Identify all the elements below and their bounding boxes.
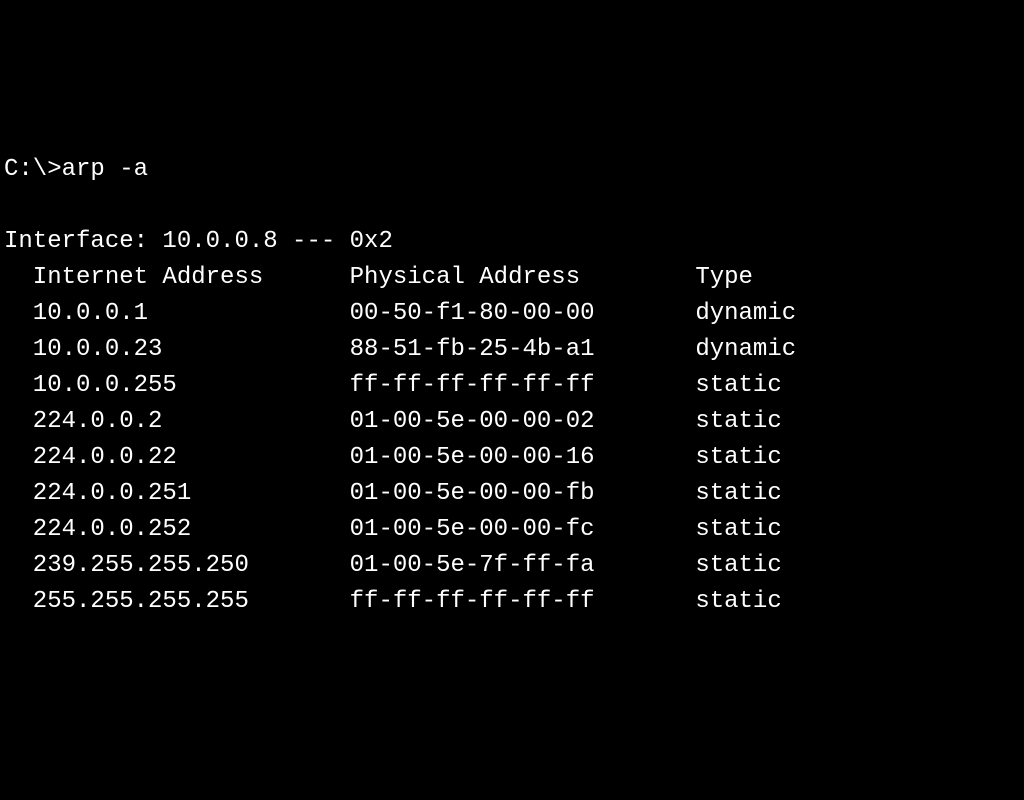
arp-rows: 10.0.0.1 00-50-f1-80-00-00 dynamic 10.0.… xyxy=(4,300,796,615)
arp-header: Internet Address Physical Address Type xyxy=(4,264,753,291)
prompt: C:\> xyxy=(4,156,62,183)
command: arp -a xyxy=(62,156,148,183)
interface-line: Interface: 10.0.0.8 --- 0x2 xyxy=(4,228,393,255)
terminal-output: C:\>arp -a Interface: 10.0.0.8 --- 0x2 I… xyxy=(4,152,1020,620)
